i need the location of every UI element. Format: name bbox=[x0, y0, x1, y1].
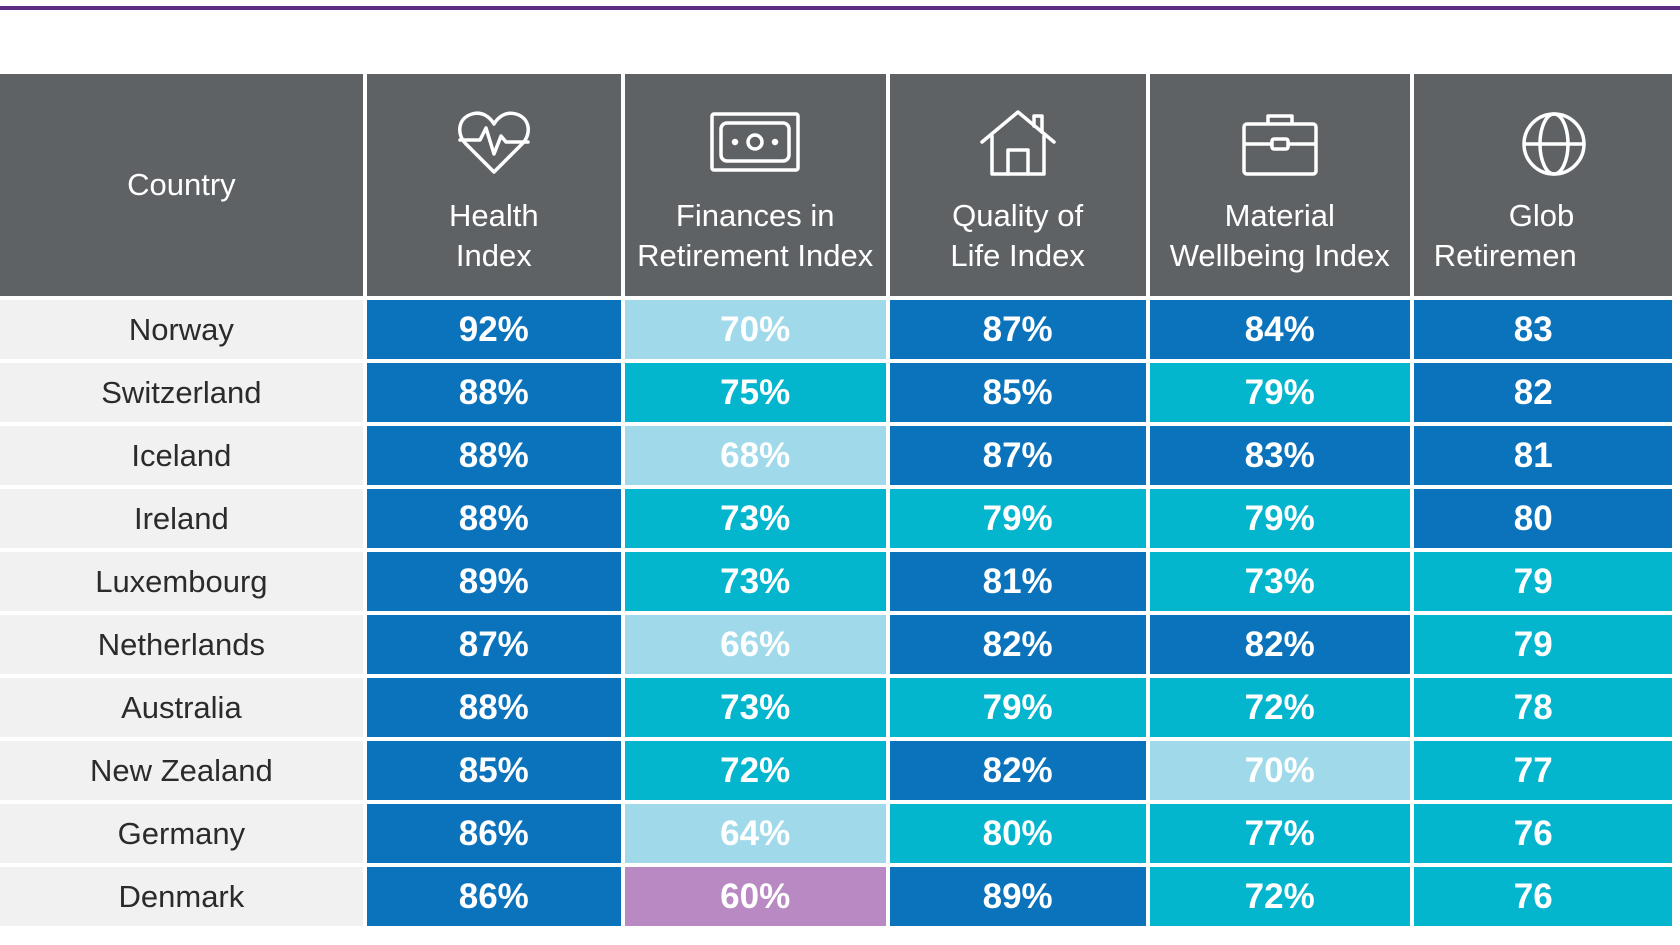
health-cell: 92% bbox=[366, 300, 621, 359]
table-row: Germany 86% 64% 80% 77% 76 bbox=[0, 804, 1672, 863]
table-row: Iceland 88% 68% 87% 83% 81 bbox=[0, 426, 1672, 485]
house-icon bbox=[979, 110, 1056, 176]
retirement-index-table: Country Health Index bbox=[0, 74, 1676, 930]
health-cell: 88% bbox=[366, 489, 621, 548]
quality-cell: 79% bbox=[889, 678, 1146, 737]
header-country: Country bbox=[0, 74, 363, 296]
header-material-line1: Material bbox=[1224, 198, 1335, 233]
header-material: Material Wellbeing Index bbox=[1149, 74, 1410, 296]
finances-cell: 60% bbox=[624, 867, 886, 926]
country-cell: Switzerland bbox=[0, 363, 363, 422]
material-cell: 82% bbox=[1149, 615, 1410, 674]
table-row: Switzerland 88% 75% 85% 79% 82 bbox=[0, 363, 1672, 422]
material-cell: 84% bbox=[1149, 300, 1410, 359]
country-cell: New Zealand bbox=[0, 741, 363, 800]
top-rule bbox=[0, 6, 1680, 10]
health-cell: 89% bbox=[366, 552, 621, 611]
finances-cell: 72% bbox=[624, 741, 886, 800]
global-cell: 77 bbox=[1413, 741, 1672, 800]
quality-cell: 87% bbox=[889, 300, 1146, 359]
finances-cell: 73% bbox=[624, 489, 886, 548]
health-cell: 88% bbox=[366, 426, 621, 485]
table-row: New Zealand 85% 72% 82% 70% 77 bbox=[0, 741, 1672, 800]
header-finances-line1: Finances in bbox=[675, 198, 835, 233]
header-quality-line2: Life Index bbox=[950, 238, 1085, 273]
health-cell: 88% bbox=[366, 678, 621, 737]
finances-cell: 73% bbox=[624, 678, 886, 737]
material-cell: 70% bbox=[1149, 741, 1410, 800]
country-cell: Ireland bbox=[0, 489, 363, 548]
finances-cell: 66% bbox=[624, 615, 886, 674]
briefcase-icon bbox=[1241, 114, 1318, 176]
health-cell: 88% bbox=[366, 363, 621, 422]
header-row: Country Health Index bbox=[0, 74, 1672, 296]
health-cell: 86% bbox=[366, 804, 621, 863]
global-cell: 80 bbox=[1413, 489, 1672, 548]
quality-cell: 82% bbox=[889, 741, 1146, 800]
global-cell: 81 bbox=[1413, 426, 1672, 485]
quality-cell: 79% bbox=[889, 489, 1146, 548]
global-cell: 79 bbox=[1413, 552, 1672, 611]
global-cell: 82 bbox=[1413, 363, 1672, 422]
country-cell: Iceland bbox=[0, 426, 363, 485]
global-cell: 76 bbox=[1413, 867, 1672, 926]
header-quality: Quality of Life Index bbox=[889, 74, 1146, 296]
globe-icon bbox=[1521, 112, 1586, 176]
country-cell: Norway bbox=[0, 300, 363, 359]
header-quality-line1: Quality of bbox=[952, 198, 1084, 233]
health-cell: 86% bbox=[366, 867, 621, 926]
index-table-wrapper: Country Health Index bbox=[0, 74, 1680, 945]
material-cell: 79% bbox=[1149, 363, 1410, 422]
quality-cell: 85% bbox=[889, 363, 1146, 422]
country-cell: Netherlands bbox=[0, 615, 363, 674]
quality-cell: 80% bbox=[889, 804, 1146, 863]
country-cell: Germany bbox=[0, 804, 363, 863]
header-material-line2: Wellbeing Index bbox=[1169, 238, 1390, 273]
material-cell: 83% bbox=[1149, 426, 1410, 485]
global-cell: 79 bbox=[1413, 615, 1672, 674]
quality-cell: 89% bbox=[889, 867, 1146, 926]
global-cell: 78 bbox=[1413, 678, 1672, 737]
quality-cell: 82% bbox=[889, 615, 1146, 674]
heart-pulse-icon bbox=[457, 111, 530, 174]
finances-cell: 70% bbox=[624, 300, 886, 359]
material-cell: 72% bbox=[1149, 867, 1410, 926]
table-row: Netherlands 87% 66% 82% 82% 79 bbox=[0, 615, 1672, 674]
table-row: Denmark 86% 60% 89% 72% 76 bbox=[0, 867, 1672, 926]
table-row: Norway 92% 70% 87% 84% 83 bbox=[0, 300, 1672, 359]
global-cell: 83 bbox=[1413, 300, 1672, 359]
table-row: Ireland 88% 73% 79% 79% 80 bbox=[0, 489, 1672, 548]
header-finances: Finances in Retirement Index bbox=[624, 74, 886, 296]
header-global-line1: Glob bbox=[1508, 198, 1575, 233]
header-global: Glob Retiremen bbox=[1413, 74, 1672, 296]
quality-cell: 81% bbox=[889, 552, 1146, 611]
header-global-line2: Retiremen bbox=[1433, 238, 1577, 273]
header-health-line1: Health bbox=[448, 198, 539, 233]
material-cell: 73% bbox=[1149, 552, 1410, 611]
health-cell: 85% bbox=[366, 741, 621, 800]
material-cell: 77% bbox=[1149, 804, 1410, 863]
header-finances-line2: Retirement Index bbox=[637, 238, 874, 273]
table-row: Australia 88% 73% 79% 72% 78 bbox=[0, 678, 1672, 737]
banknote-icon bbox=[710, 112, 800, 172]
table-body: Norway 92% 70% 87% 84% 83 Switzerland 88% 75% 85%… bbox=[0, 300, 1672, 926]
finances-cell: 64% bbox=[624, 804, 886, 863]
health-cell: 87% bbox=[366, 615, 621, 674]
finances-cell: 68% bbox=[624, 426, 886, 485]
global-cell: 76 bbox=[1413, 804, 1672, 863]
material-cell: 79% bbox=[1149, 489, 1410, 548]
finances-cell: 75% bbox=[624, 363, 886, 422]
quality-cell: 87% bbox=[889, 426, 1146, 485]
country-cell: Australia bbox=[0, 678, 363, 737]
material-cell: 72% bbox=[1149, 678, 1410, 737]
country-cell: Denmark bbox=[0, 867, 363, 926]
country-cell: Luxembourg bbox=[0, 552, 363, 611]
header-health: Health Index bbox=[366, 74, 621, 296]
finances-cell: 73% bbox=[624, 552, 886, 611]
header-health-line2: Index bbox=[455, 238, 532, 273]
table-row: Luxembourg 89% 73% 81% 73% 79 bbox=[0, 552, 1672, 611]
